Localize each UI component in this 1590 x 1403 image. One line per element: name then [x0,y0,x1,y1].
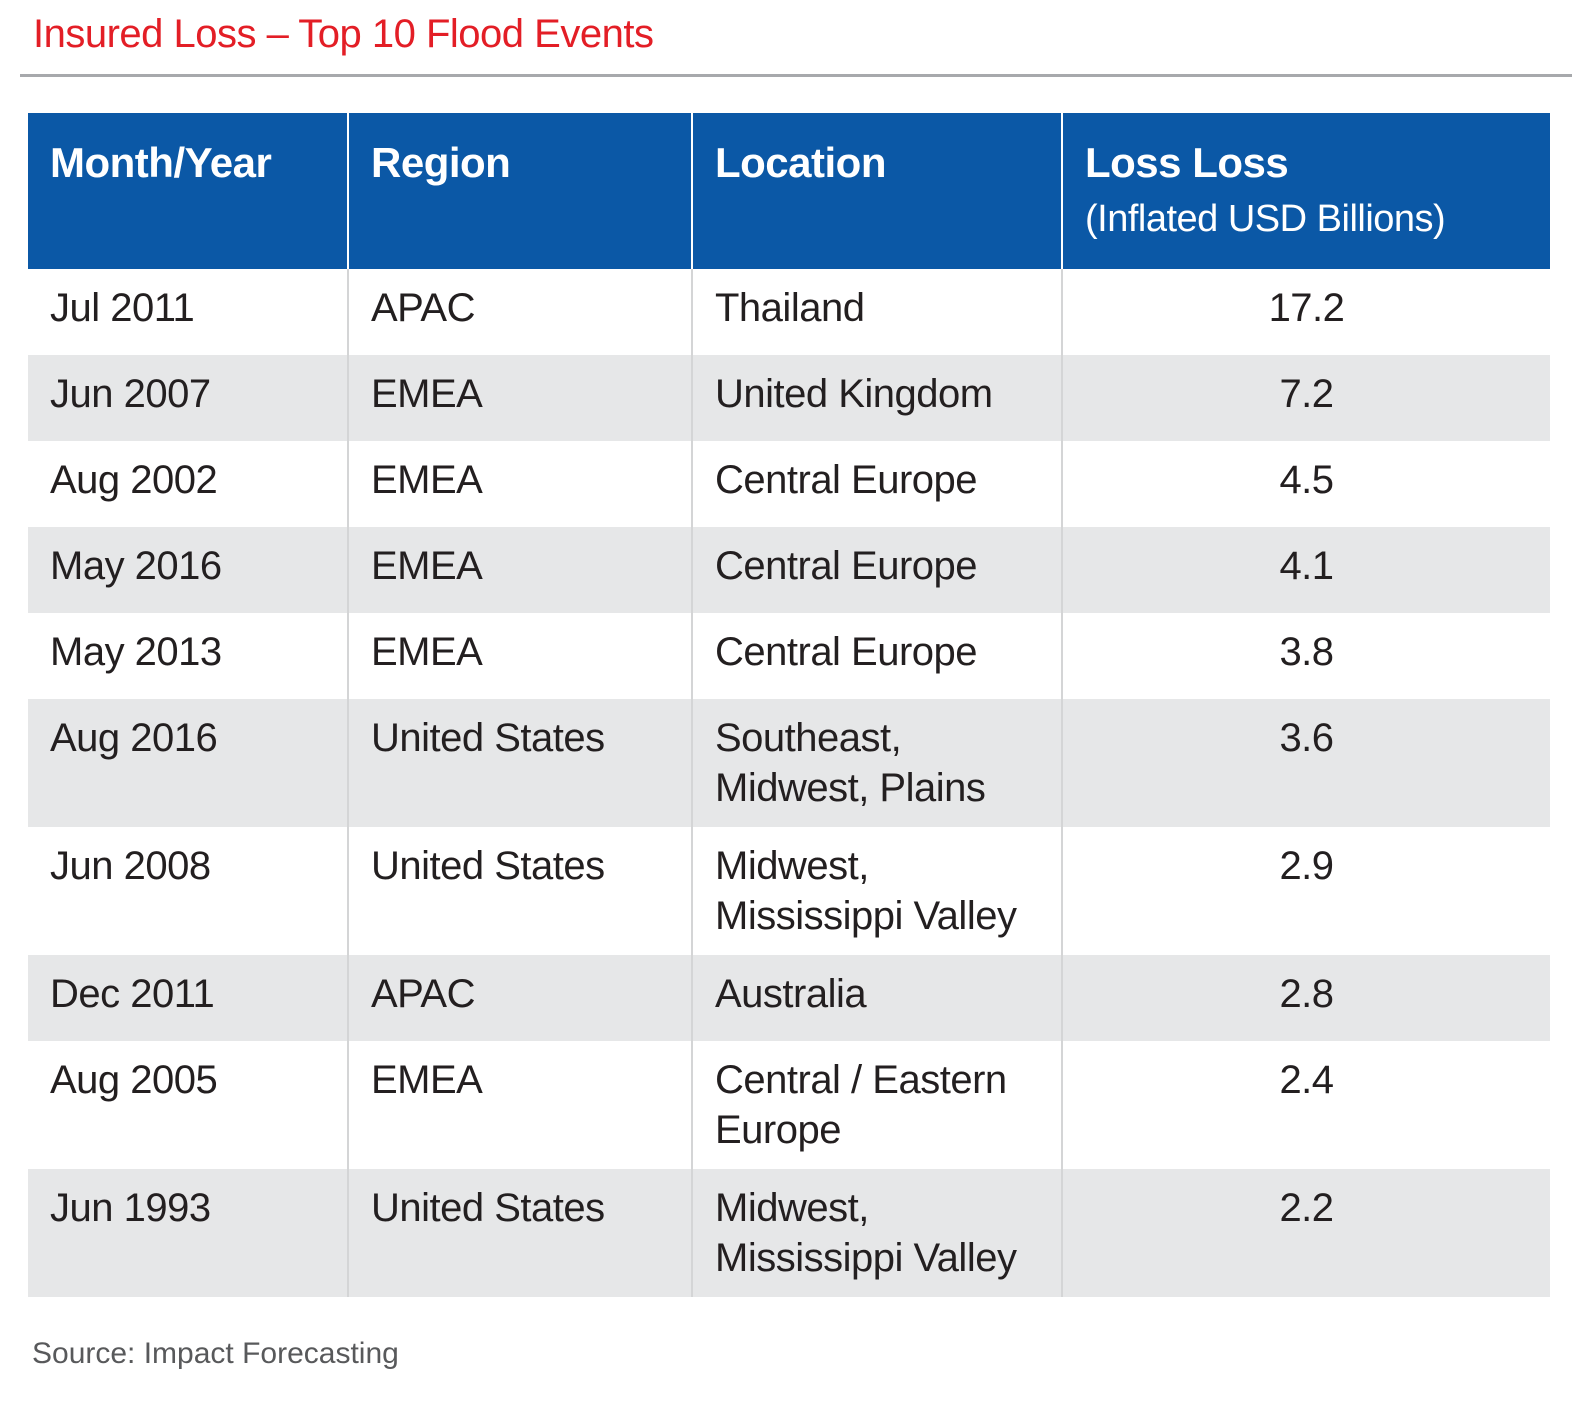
cell-month-year: Jun 1993 [28,1169,349,1297]
cell-region: United States [348,827,693,955]
cell-region: United States [348,699,693,827]
cell-month-year: Jun 2008 [28,827,349,955]
cell-loss: 4.5 [1279,458,1334,502]
column-header-loss: Loss Loss (Inflated USD Billions) [1062,113,1550,269]
table-row: Jun 2008 United States Midwest, Mississipp… [28,827,1550,955]
cell-month-year: Aug 2002 [28,441,349,527]
cell-month-year: May 2013 [28,613,349,699]
header-label: Loss Loss [1085,139,1289,186]
page-title: Insured Loss – Top 10 Flood Events [33,12,654,56]
cell-loss: 7.2 [1279,372,1334,416]
cell-month-year: Dec 2011 [28,955,349,1041]
cell-month-year: Jun 2007 [28,355,349,441]
cell-loss: 17.2 [1268,286,1345,330]
cell-location: Central Europe [692,527,1063,613]
table-row: Aug 2002 EMEA Central Europe 4.5 [28,441,1550,527]
table-header: Month/Year Region Location Loss Loss (In… [28,113,1550,269]
cell-month-year: Aug 2016 [28,699,349,827]
cell-region: EMEA [348,613,693,699]
cell-loss: 2.4 [1279,1058,1334,1102]
cell-location: United Kingdom [692,355,1063,441]
cell-location: Midwest, Mississippi Valley [692,1169,1063,1297]
cell-location: Central / Eastern Europe [692,1041,1063,1169]
cell-location: Thailand [692,269,1063,355]
table-row: Dec 2011 APAC Australia 2.8 [28,955,1550,1041]
flood-events-table: Month/Year Region Location Loss Loss (In… [28,113,1550,1297]
table-row: May 2013 EMEA Central Europe 3.8 [28,613,1550,699]
table-row: Jun 1993 United States Midwest, Mississipp… [28,1169,1550,1297]
flood-events-table-container: Month/Year Region Location Loss Loss (In… [28,113,1550,1297]
cell-loss: 2.8 [1279,972,1334,1016]
cell-loss: 3.6 [1279,716,1334,760]
cell-month-year: Aug 2005 [28,1041,349,1169]
column-header-month-year: Month/Year [28,113,349,269]
cell-region: EMEA [348,527,693,613]
header-row: Month/Year Region Location Loss Loss (In… [28,113,1550,269]
table-body: Jul 2011 APAC Thailand 17.2 Jun 2007 EMEA Unit… [28,269,1550,1297]
cell-location: Central Europe [692,441,1063,527]
table-row: Aug 2016 United States Southeast, Midwest,… [28,699,1550,827]
header-label: Region [371,139,511,186]
cell-loss: 4.1 [1279,544,1334,588]
cell-region: EMEA [348,355,693,441]
table-row: Aug 2005 EMEA Central / Eastern Europe 2.4 [28,1041,1550,1169]
column-header-region: Region [348,113,693,269]
header-sub-label: (Inflated USD Billions) [1085,198,1446,240]
title-rule [20,74,1572,77]
cell-location: Southeast, Midwest, Plains [692,699,1063,827]
cell-location: Central Europe [692,613,1063,699]
cell-region: EMEA [348,1041,693,1169]
cell-loss: 2.2 [1279,1186,1334,1230]
cell-region: APAC [348,955,693,1041]
table-row: Jun 2007 EMEA United Kingdom 7.2 [28,355,1550,441]
cell-loss: 2.9 [1279,844,1334,888]
cell-region: United States [348,1169,693,1297]
cell-location: Australia [692,955,1063,1041]
table-row: May 2016 EMEA Central Europe 4.1 [28,527,1550,613]
table-row: Jul 2011 APAC Thailand 17.2 [28,269,1550,355]
header-label: Month/Year [50,139,272,186]
cell-month-year: Jul 2011 [28,269,349,355]
cell-region: APAC [348,269,693,355]
cell-location: Midwest, Mississippi Valley [692,827,1063,955]
cell-loss: 3.8 [1279,630,1334,674]
header-label: Location [715,139,887,186]
cell-month-year: May 2016 [28,527,349,613]
column-header-location: Location [692,113,1063,269]
source-note: Source: Impact Forecasting [32,1337,399,1370]
cell-region: EMEA [348,441,693,527]
